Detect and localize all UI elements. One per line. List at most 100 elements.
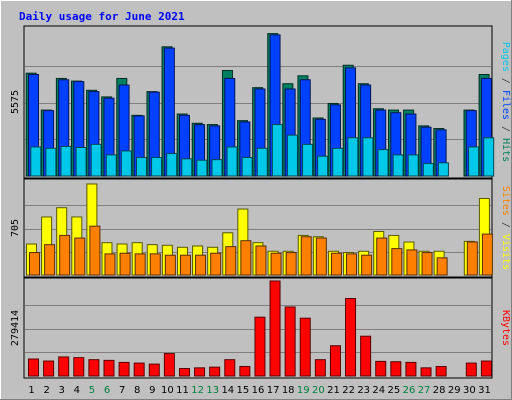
bar-kbytes <box>269 280 281 377</box>
bar-kbytes <box>88 359 100 377</box>
bar-pages <box>286 134 298 177</box>
bar-sites <box>210 252 222 276</box>
x-tick-label: 26 <box>403 385 416 396</box>
bar-sites <box>164 254 176 276</box>
bar-kbytes <box>194 367 206 377</box>
bar-kbytes <box>163 353 175 377</box>
bar-kbytes <box>103 359 115 377</box>
bar-sites <box>391 248 403 276</box>
bar-pages <box>362 137 374 177</box>
panel-kbytes: 279414 KBytes <box>10 277 511 379</box>
bar-pages <box>151 157 163 177</box>
series-pages <box>30 124 495 177</box>
x-tick-label: 11 <box>176 385 189 396</box>
bar-sites <box>330 252 342 276</box>
bar-pages <box>105 154 117 177</box>
bar-pages <box>135 157 147 177</box>
bar-pages <box>196 159 208 177</box>
x-tick-label: 8 <box>134 385 140 396</box>
x-tick-label: 22 <box>342 385 355 396</box>
x-tick-label: 2 <box>43 385 49 396</box>
legend-entry: Pages <box>500 42 511 72</box>
bar-sites <box>225 246 237 276</box>
bar-sites <box>134 253 146 276</box>
bar-pages <box>256 147 268 177</box>
x-tick-label: 17 <box>267 385 280 396</box>
bar-kbytes <box>239 365 251 377</box>
x-tick-label: 6 <box>104 385 110 396</box>
bar-pages <box>120 150 132 177</box>
bar-pages <box>75 147 87 177</box>
x-tick-label: 30 <box>463 385 476 396</box>
bar-kbytes <box>148 363 160 377</box>
bar-kbytes <box>314 359 326 377</box>
bar-pages <box>60 145 72 177</box>
bar-sites <box>104 253 116 276</box>
bar-sites <box>376 237 388 276</box>
bar-sites <box>195 254 207 276</box>
bar-sites <box>406 249 418 276</box>
bar-sites <box>74 237 86 276</box>
x-tick-label: 29 <box>448 385 461 396</box>
bar-kbytes <box>178 368 190 377</box>
bar-kbytes <box>43 360 55 377</box>
x-tick-label: 24 <box>372 385 385 396</box>
bar-pages <box>437 162 449 177</box>
legend-entry: KBytes <box>500 310 511 346</box>
bar-sites <box>421 252 433 276</box>
bar-pages <box>407 154 419 177</box>
bar-sites <box>240 240 252 276</box>
bar-sites <box>346 253 358 276</box>
bar-pages <box>422 163 434 177</box>
bar-kbytes <box>345 297 357 377</box>
bar-kbytes <box>420 367 432 377</box>
bar-sites <box>481 233 493 276</box>
panel-legend: KBytes <box>500 310 511 346</box>
panels: 5575 Pages / Files / Hits 705 Sites / Visit… <box>10 25 511 379</box>
panel-legend: Pages / Files / Hits <box>500 42 511 162</box>
bar-pages <box>392 154 404 177</box>
bar-kbytes <box>360 335 372 377</box>
bar-sites <box>149 253 161 276</box>
legend-entry: Sites <box>500 186 511 216</box>
panel-max-label: 5575 <box>10 90 21 114</box>
bar-kbytes <box>390 361 402 377</box>
x-tick-label: 16 <box>252 385 265 396</box>
legend-entry: / <box>500 216 511 234</box>
bar-pages <box>30 146 42 177</box>
bar-pages <box>468 146 480 177</box>
bar-pages <box>90 143 102 177</box>
x-tick-label: 28 <box>433 385 446 396</box>
x-tick-label: 27 <box>418 385 431 396</box>
x-tick-label: 12 <box>191 385 204 396</box>
bar-pages <box>211 159 223 177</box>
x-tick-label: 9 <box>149 385 155 396</box>
bar-kbytes <box>209 366 221 377</box>
bar-kbytes <box>329 345 341 377</box>
bar-pages <box>241 157 253 177</box>
bar-sites <box>300 236 312 276</box>
bar-kbytes <box>28 358 39 377</box>
x-tick-label: 20 <box>312 385 325 396</box>
bar-kbytes <box>224 359 236 377</box>
x-axis-ticks: 1 2 3 4 5 6 7 8 9 10 11 12 13 14 15 16 17 18 19 20 21 22 23 24 2… <box>28 385 490 396</box>
x-tick-label: 19 <box>297 385 310 396</box>
bar-pages <box>347 137 359 177</box>
bar-kbytes <box>284 306 296 377</box>
bar-kbytes <box>133 362 145 377</box>
bar-pages <box>45 147 57 177</box>
x-tick-label: 5 <box>89 385 95 396</box>
x-tick-label: 14 <box>221 385 234 396</box>
bar-sites <box>466 241 478 276</box>
bar-pages <box>271 124 283 177</box>
bar-kbytes <box>254 316 266 377</box>
bar-sites <box>285 252 297 276</box>
x-tick-label: 13 <box>206 385 219 396</box>
chart-title: Daily usage for June 2021 <box>19 10 185 23</box>
x-tick-label: 21 <box>327 385 340 396</box>
bar-kbytes <box>299 317 311 377</box>
x-tick-label: 1 <box>28 385 34 396</box>
x-tick-label: 31 <box>478 385 491 396</box>
bar-sites <box>179 254 191 276</box>
panel-max-label: 279414 <box>10 310 21 346</box>
